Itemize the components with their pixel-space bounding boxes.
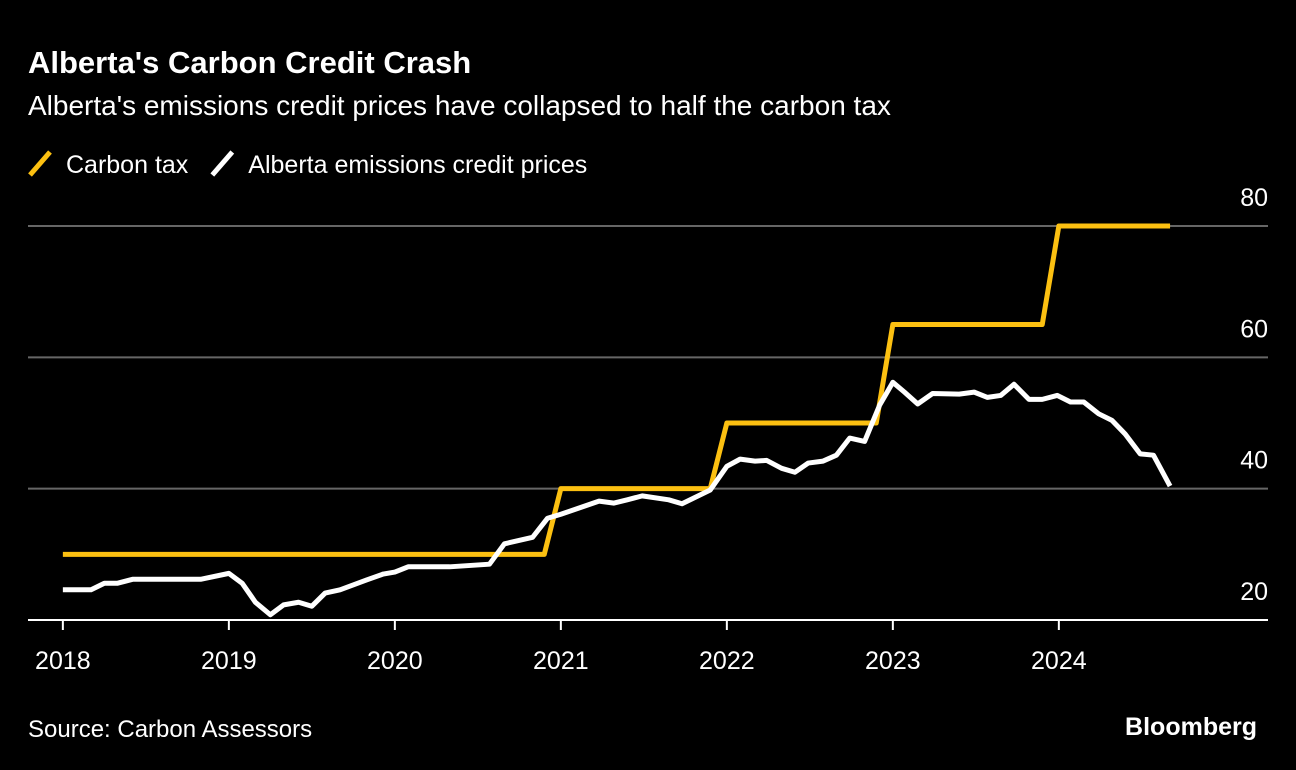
series-line [62, 379, 1173, 618]
y-tick-label: 60 [1240, 315, 1268, 343]
x-tick-label: 2024 [1031, 647, 1087, 675]
legend-label: Carbon tax [66, 151, 189, 179]
x-tick-label: 2018 [35, 647, 91, 675]
x-tick-label: 2020 [367, 647, 423, 675]
chart-subtitle: Alberta's emissions credit prices have c… [28, 90, 891, 121]
x-tick-label: 2022 [699, 647, 755, 675]
x-tick-label: 2021 [533, 647, 589, 675]
legend-swatch [28, 150, 52, 177]
source: Source: Carbon Assessors [28, 716, 312, 743]
x-tick-label: 2019 [201, 647, 257, 675]
y-tick-label: 20 [1240, 578, 1268, 606]
y-tick-label: 40 [1240, 447, 1268, 475]
chart-title: Alberta's Carbon Credit Crash [28, 45, 471, 80]
x-tick-label: 2023 [865, 647, 921, 675]
series-line [62, 223, 1171, 557]
legend-swatch [210, 150, 235, 177]
y-tick-label: 80 [1240, 184, 1268, 212]
brand: Bloomberg [1125, 713, 1257, 741]
legend-label: Alberta emissions credit prices [248, 151, 587, 179]
